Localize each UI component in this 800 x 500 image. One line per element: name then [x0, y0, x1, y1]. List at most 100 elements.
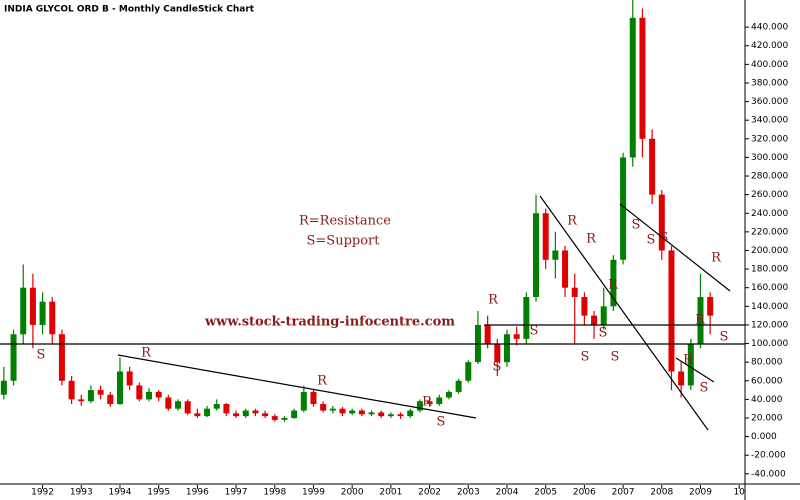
y-tick-label: 280.000: [751, 172, 788, 182]
annotation: R: [317, 374, 328, 389]
candle-body: [242, 410, 249, 417]
trend-line: [117, 354, 477, 419]
candle-body: [291, 410, 298, 418]
candle-body: [320, 404, 327, 411]
candle-body: [165, 397, 172, 409]
x-tick-label: 1996: [186, 488, 209, 498]
candle-body: [600, 306, 607, 325]
annotation: R: [567, 214, 578, 229]
candle-body: [184, 401, 191, 414]
y-tick-label: 440.000: [751, 23, 788, 33]
y-tick-label: 80.000: [751, 358, 783, 368]
y-tick-label: -20.000: [751, 451, 786, 461]
x-tick-label: 1997: [225, 488, 248, 498]
y-tick-label: 380.000: [751, 78, 788, 88]
y-tick-label: 100.000: [751, 339, 788, 349]
y-tick-label: 420.000: [751, 41, 788, 51]
chart-title: INDIA GLYCOL ORD B - Monthly CandleStick…: [4, 5, 255, 15]
annotation: S: [599, 326, 608, 341]
y-tick-label: 120.000: [751, 320, 788, 330]
candle-body: [58, 334, 65, 381]
candle-body: [542, 213, 549, 260]
x-tick-label: 2004: [496, 488, 519, 498]
annotation: R: [608, 278, 619, 293]
annotation: R: [695, 313, 706, 328]
candle-body: [175, 401, 182, 409]
candle-body: [610, 259, 617, 307]
candle-body: [194, 413, 201, 417]
candle-body: [97, 390, 104, 395]
candle-body: [436, 397, 443, 405]
candle-body: [155, 391, 162, 398]
x-tick-label: 2001: [379, 488, 402, 498]
candle-body: [678, 371, 685, 386]
x-tick-label: 2007: [612, 488, 635, 498]
candle-body: [513, 334, 520, 339]
x-tick-label: 10: [733, 488, 745, 498]
candle-body: [368, 412, 375, 415]
candle-body: [533, 213, 540, 298]
candle-body: [503, 334, 510, 363]
candle-body: [68, 380, 75, 400]
candle-body: [49, 301, 56, 335]
candle-body: [0, 380, 7, 395]
y-tick-label: 180.000: [751, 265, 788, 275]
legend-text: R=Resistance: [299, 214, 391, 229]
y-tick-label: 240.000: [751, 209, 788, 219]
y-tick-label: 260.000: [751, 190, 788, 200]
candle-body: [426, 401, 433, 405]
y-tick-label: 340.000: [751, 116, 788, 126]
candle-body: [629, 17, 636, 158]
y-tick-label: 200.000: [751, 246, 788, 256]
watermark: www.stock-trading-infocentre.com: [204, 315, 455, 330]
annotation: R: [488, 293, 499, 308]
candle-body: [658, 194, 665, 251]
candle-body: [707, 297, 714, 316]
annotation: S: [437, 415, 446, 430]
annotation: S: [530, 324, 539, 339]
annotation: S: [720, 330, 729, 345]
legend-text: S=Support: [307, 234, 381, 249]
y-tick-label: 20.000: [751, 413, 783, 423]
candle-body: [697, 297, 704, 344]
y-tick-label: 360.000: [751, 97, 788, 107]
candle-body: [639, 17, 646, 139]
y-tick-label: 320.000: [751, 134, 788, 144]
candle-body: [484, 324, 491, 344]
candle-body: [687, 343, 694, 386]
candle-body: [397, 414, 404, 417]
candle-body: [300, 391, 307, 411]
y-tick-label: 300.000: [751, 153, 788, 163]
y-tick-label: 0.000: [751, 432, 777, 442]
candle-body: [591, 315, 598, 325]
y-tick-label: 40.000: [751, 395, 783, 405]
x-tick-label: 1994: [109, 488, 132, 498]
plot-area: [0, 0, 714, 422]
candle-body: [146, 391, 152, 400]
candle-body: [223, 404, 230, 414]
x-tick-label: 2005: [534, 488, 557, 498]
candle-body: [445, 391, 452, 398]
annotation: R: [422, 395, 433, 410]
y-tick-label: 220.000: [751, 227, 788, 237]
y-tick-label: 400.000: [751, 60, 788, 70]
candle-body: [252, 410, 259, 414]
candle-body: [213, 404, 220, 409]
y-tick-label: 60.000: [751, 376, 783, 386]
candle-body: [10, 334, 17, 381]
candle-body: [78, 399, 85, 402]
x-tick-label: 1998: [263, 488, 286, 498]
x-tick-label: 2000: [341, 488, 364, 498]
candle-body: [271, 416, 278, 420]
candle-body: [116, 371, 123, 405]
annotation: S: [700, 381, 709, 396]
candle-body: [562, 250, 569, 288]
candle-body: [339, 408, 346, 414]
candle-body: [349, 410, 356, 414]
y-tick-label: 160.000: [751, 283, 788, 293]
annotation: R: [683, 353, 694, 368]
candle-body: [310, 391, 317, 405]
x-tick-label: 1999: [302, 488, 325, 498]
candle-body: [620, 157, 627, 260]
